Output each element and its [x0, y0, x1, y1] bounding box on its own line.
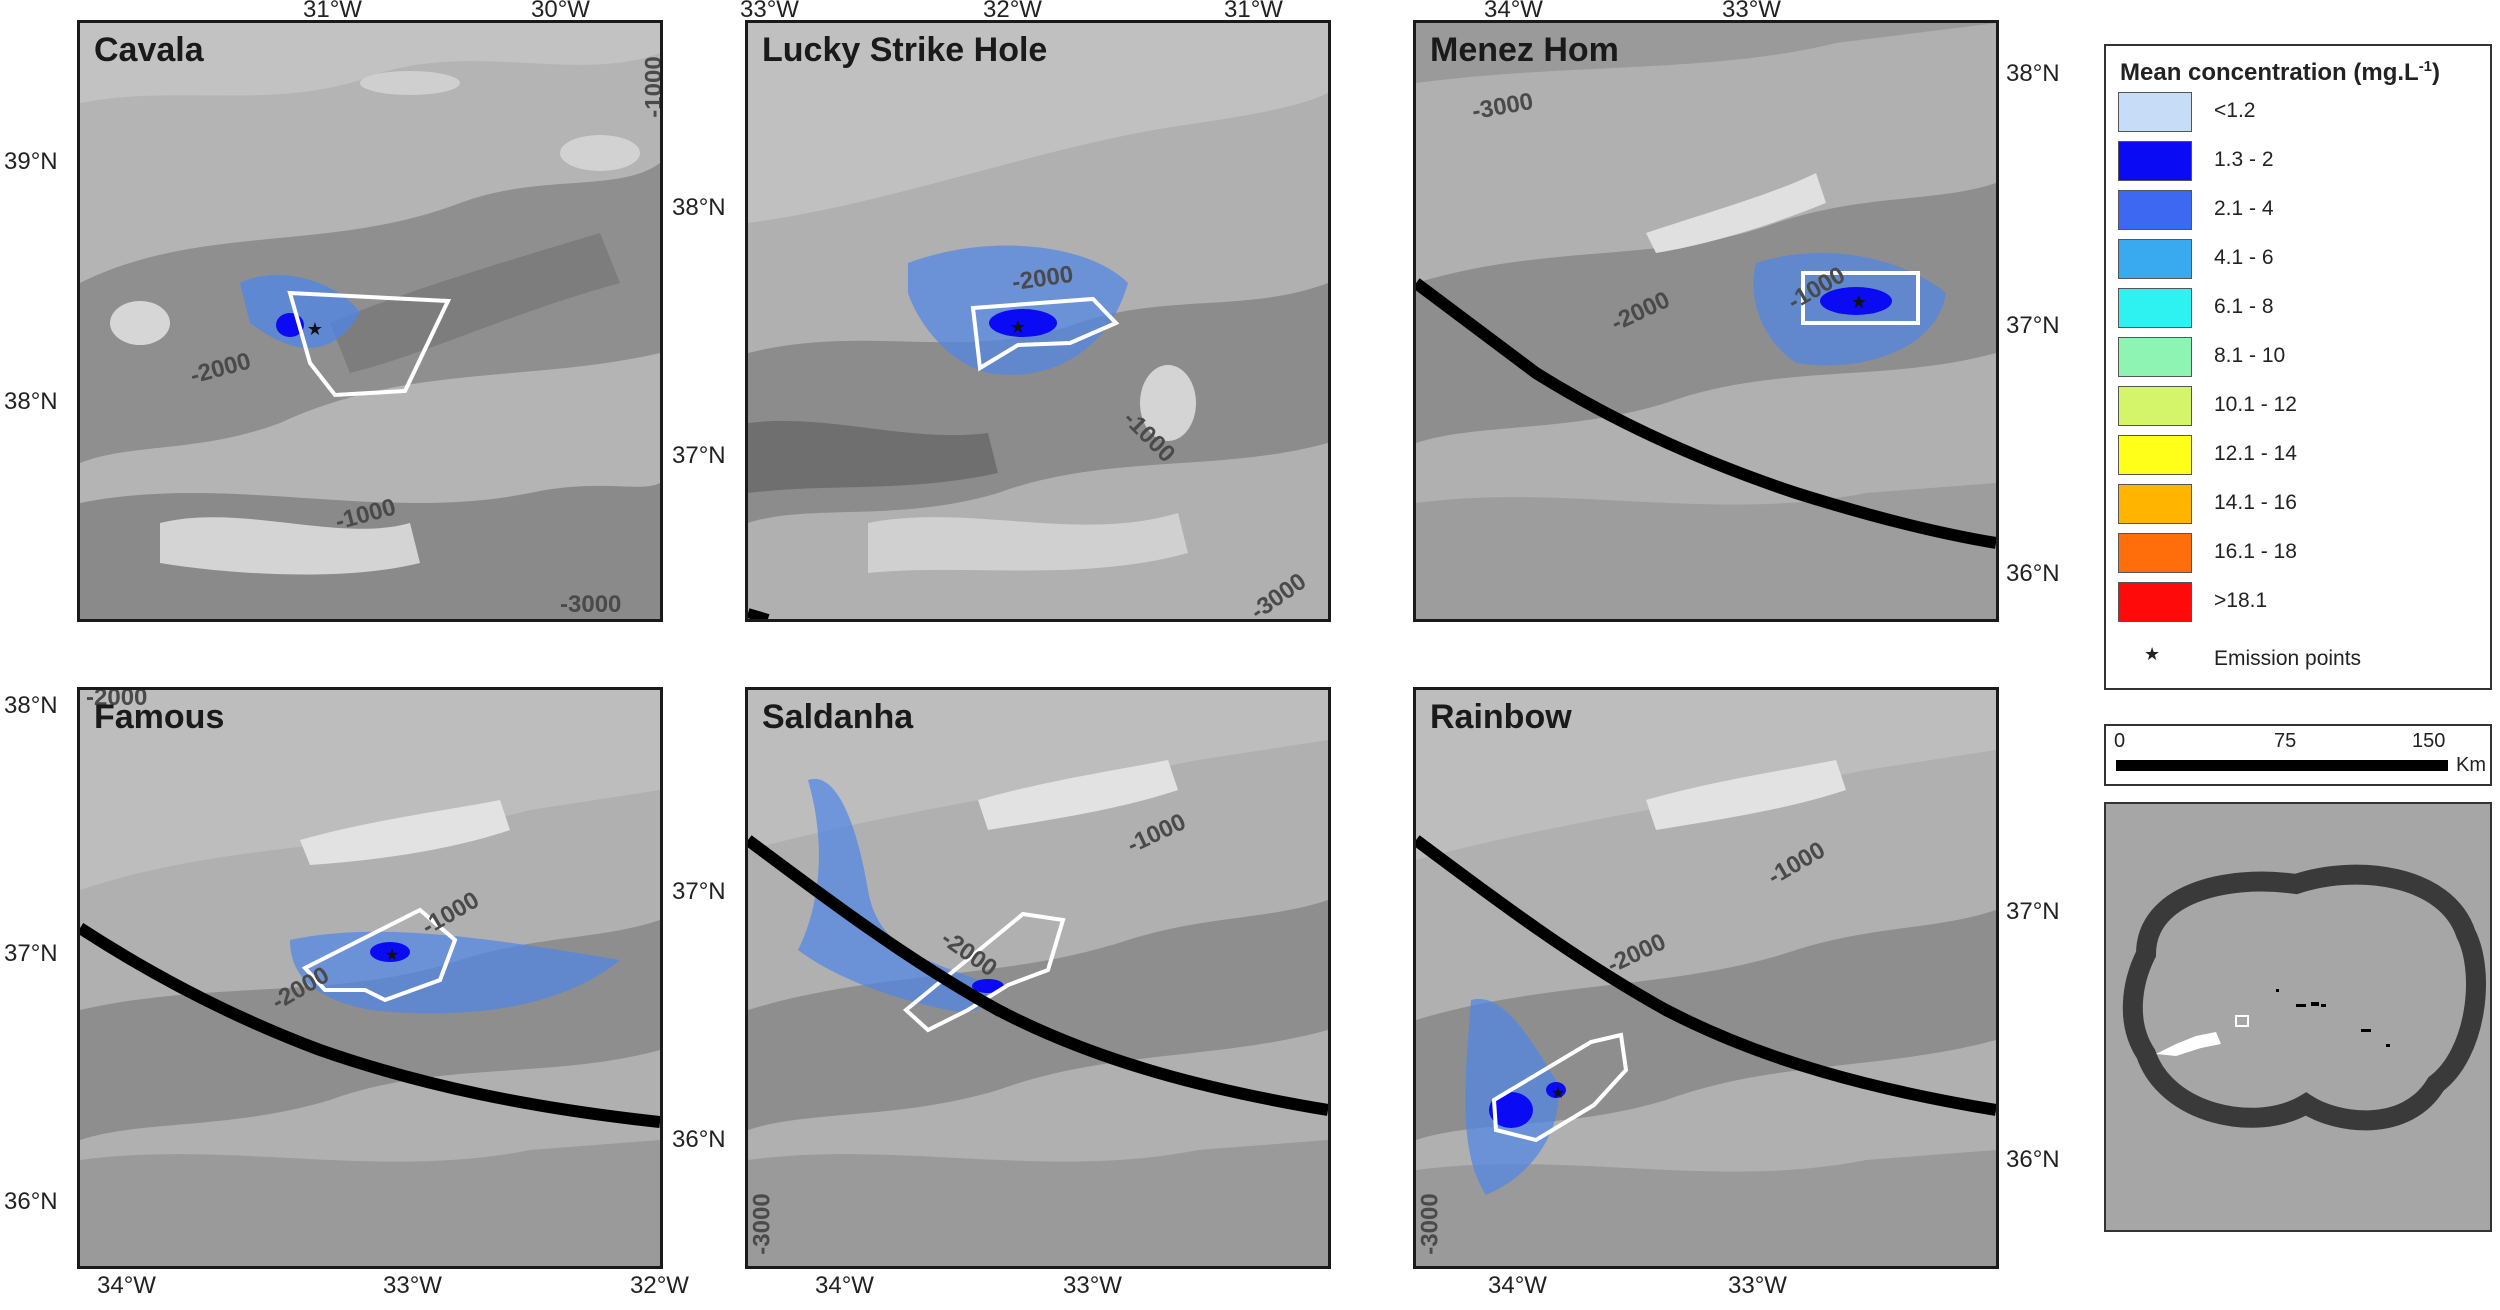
legend-label: 2.1 - 4	[2214, 197, 2274, 220]
svg-text:★: ★	[1551, 1085, 1565, 1102]
lon-tick-label: 31°W	[303, 0, 362, 23]
legend-swatch	[2118, 239, 2192, 279]
legend-label: Emission points	[2214, 647, 2362, 670]
legend-label: 4.1 - 6	[2214, 246, 2274, 269]
panel-title: Cavala	[94, 31, 204, 69]
lat-tick-label: 37°N	[672, 442, 726, 469]
svg-text:★: ★	[1010, 317, 1026, 337]
concentration-legend: Mean concentration (mg.L-1) <1.2 1.3 - 2 2…	[2104, 44, 2492, 690]
lat-tick-label: 38°N	[4, 388, 58, 415]
contour-label: -3000	[748, 1193, 776, 1255]
legend-swatch	[2118, 92, 2192, 132]
lon-tick-label: 33°W	[383, 1272, 442, 1299]
lat-tick-label: 38°N	[4, 692, 58, 719]
svg-text:★: ★	[385, 947, 399, 964]
map-panel-famous: ★ Famous -2000 -1000 -2000	[77, 687, 663, 1269]
map-panel-lucky-strike-hole: ★ Lucky Strike Hole -2000 -1000 -3000	[745, 20, 1331, 622]
legend-swatch	[2118, 533, 2192, 573]
lat-tick-label: 36°N	[2006, 1146, 2060, 1173]
legend-swatch	[2118, 141, 2192, 181]
legend-label: <1.2	[2214, 99, 2256, 122]
lon-tick-label: 34°W	[97, 1272, 156, 1299]
svg-text:★: ★	[1851, 292, 1867, 312]
map-panel-rainbow: ★ Rainbow -1000 -2000 -3000	[1413, 687, 1999, 1269]
lon-tick-label: 34°W	[1484, 0, 1543, 23]
lat-tick-label: 38°N	[672, 194, 726, 221]
lat-tick-label: 37°N	[672, 878, 726, 905]
lon-tick-label: 32°W	[630, 1272, 689, 1299]
scale-bar-line	[2116, 760, 2448, 771]
legend-label: 12.1 - 14	[2214, 442, 2297, 465]
panel-title: Lucky Strike Hole	[762, 31, 1048, 69]
legend-title: Mean concentration (mg.L-1)	[2120, 58, 2441, 86]
lon-tick-label: 34°W	[1488, 1272, 1547, 1299]
bathymetry-map: ★	[80, 23, 660, 619]
legend-swatch	[2118, 435, 2192, 475]
locator-inset-map	[2104, 802, 2492, 1232]
inset-map-svg	[2122, 864, 2486, 1131]
bathymetry-map	[748, 690, 1328, 1266]
lat-tick-label: 37°N	[4, 940, 58, 967]
scale-label: 150	[2412, 730, 2446, 752]
legend-label: 1.3 - 2	[2214, 148, 2274, 171]
lat-tick-label: 36°N	[672, 1126, 726, 1153]
map-panel-cavala: ★ Cavala -1000 -2000 -1000 -3000	[77, 20, 663, 622]
bathymetry-map: ★	[1416, 23, 1996, 619]
lon-tick-label: 33°W	[1728, 1272, 1787, 1299]
legend-label: 10.1 - 12	[2214, 393, 2297, 416]
contour-label: -2000	[86, 687, 148, 711]
legend-swatch	[2118, 386, 2192, 426]
scale-label: 75	[2274, 730, 2297, 752]
legend-swatch	[2118, 288, 2192, 328]
lon-tick-label: 33°W	[740, 0, 799, 23]
bathymetry-map: ★	[748, 23, 1328, 619]
map-panel-menez-hom: ★ Menez Hom -3000 -2000 -1000	[1413, 20, 1999, 622]
contour-label: -3000	[560, 591, 622, 618]
lon-tick-label: 32°W	[983, 0, 1042, 23]
legend-label: 6.1 - 8	[2214, 295, 2274, 318]
contour-label: -3000	[1416, 1193, 1444, 1255]
legend-label: 8.1 - 10	[2214, 344, 2286, 367]
bathymetry-map: ★	[80, 690, 660, 1266]
svg-text:★: ★	[307, 319, 323, 339]
contour-label: -1000	[640, 56, 663, 118]
bathymetry-map: ★	[1416, 690, 1996, 1266]
scale-unit: Km	[2456, 754, 2486, 776]
legend-label: 16.1 - 18	[2214, 540, 2297, 563]
lat-tick-label: 38°N	[2006, 60, 2060, 87]
lon-tick-label: 31°W	[1224, 0, 1283, 23]
panel-title: Saldanha	[762, 698, 914, 736]
lat-tick-label: 36°N	[4, 1188, 58, 1215]
legend-label: 14.1 - 16	[2214, 491, 2297, 514]
legend-swatch	[2118, 337, 2192, 377]
panel-title: Menez Hom	[1430, 31, 1619, 69]
legend-swatch	[2118, 190, 2192, 230]
panel-title: Famous	[94, 698, 225, 736]
lat-tick-label: 39°N	[4, 148, 58, 175]
lat-tick-label: 37°N	[2006, 312, 2060, 339]
map-panel-saldanha: Saldanha -1000 -2000 -3000	[745, 687, 1331, 1269]
lon-tick-label: 30°W	[531, 0, 590, 23]
lat-tick-label: 36°N	[2006, 560, 2060, 587]
legend-swatch	[2118, 484, 2192, 524]
panel-title: Rainbow	[1430, 698, 1572, 736]
lat-tick-label: 37°N	[2006, 898, 2060, 925]
scale-label: 0	[2114, 730, 2126, 752]
lon-tick-label: 33°W	[1722, 0, 1781, 23]
scale-bar: 0 75 150 Km	[2104, 724, 2492, 786]
legend-label: >18.1	[2214, 589, 2268, 612]
lon-tick-label: 34°W	[815, 1272, 874, 1299]
lon-tick-label: 33°W	[1063, 1272, 1122, 1299]
legend-swatch	[2118, 582, 2192, 622]
star-icon: ★	[2144, 644, 2161, 664]
